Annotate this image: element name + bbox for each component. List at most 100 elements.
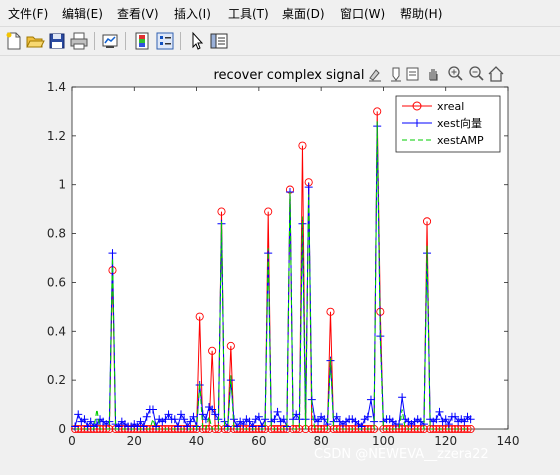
xreal-point-40 <box>195 312 204 321</box>
xreal-point-55 <box>242 424 251 434</box>
zoom-out-icon[interactable] <box>469 66 484 81</box>
menu-view[interactable]: 查看(V) <box>117 7 159 21</box>
legend-xest-label: xest向量 <box>437 116 482 130</box>
toolbar <box>0 26 560 56</box>
menu-window[interactable]: 窗口(W) <box>340 7 386 21</box>
y-tick-label-0: 0 <box>58 422 66 436</box>
series-xestamp-line <box>75 121 471 430</box>
brush-icon[interactable] <box>369 69 381 82</box>
xest-point-105 <box>398 393 407 402</box>
menu-file[interactable]: 文件(F) <box>8 7 49 21</box>
xest-point-41 <box>198 410 207 419</box>
xest-point-59 <box>254 412 263 421</box>
legend-xreal-marker <box>412 101 422 111</box>
zoom-in-icon[interactable] <box>448 66 463 81</box>
xest-point-1 <box>74 410 83 419</box>
xest-point-65 <box>273 407 282 416</box>
x-tick-label-7: 140 <box>497 434 520 448</box>
xest-point-34 <box>177 410 185 419</box>
open-folder-icon[interactable] <box>25 31 45 51</box>
xest-point-44 <box>208 405 217 414</box>
x-tick-label-4: 80 <box>314 434 329 448</box>
xest-point-32 <box>170 415 179 424</box>
xest-point-78 <box>314 417 323 426</box>
xest-point-12 <box>108 249 117 258</box>
link-plot-icon[interactable] <box>100 31 120 51</box>
xest-point-37 <box>186 417 195 426</box>
legend-xestamp-label: xestAMP <box>437 134 484 147</box>
y-tick-label-4: 0.8 <box>47 227 66 241</box>
print-icon[interactable] <box>69 31 89 51</box>
menu-help[interactable]: 帮助(H) <box>400 7 443 21</box>
xreal-point-73 <box>298 141 307 150</box>
xest-point-80 <box>320 415 329 424</box>
menu-edit[interactable]: 编辑(E) <box>62 7 103 21</box>
legend-xreal-label: xreal <box>437 100 464 113</box>
xest-point-120 <box>444 420 453 429</box>
watermark: CSDN @NEWEVA__zzera22 <box>314 447 489 462</box>
property-editor-icon[interactable] <box>209 31 229 51</box>
xest-point-7 <box>92 420 101 429</box>
chart: 0 20 40 60 80 100 120 140 0 0.2 0.4 0.6 0.8 1 1.2 1.4 r… <box>47 66 520 462</box>
xreal-point-94 <box>363 424 372 434</box>
xest-point-30 <box>164 410 173 419</box>
xreal-point-42 <box>201 424 210 434</box>
y-tick-label-6: 1.2 <box>47 129 66 143</box>
y-tick-label-1: 0.2 <box>47 373 66 387</box>
xreal-point-100 <box>382 424 391 434</box>
xreal-point-113 <box>422 217 432 226</box>
y-tick-label-7: 1.4 <box>47 80 66 94</box>
x-tick-label-1: 20 <box>127 434 142 448</box>
xest-point-51 <box>229 415 238 424</box>
xreal-point-64 <box>270 424 279 434</box>
xest-point-84 <box>332 412 341 421</box>
xest-point-23 <box>142 412 151 421</box>
x-tick-label-2: 40 <box>189 434 204 448</box>
figure-area: 0 20 40 60 80 100 120 140 0 0.2 0.4 0.6 0.8 1 1.2 1.4 r… <box>0 56 560 475</box>
xreal-point-84 <box>332 424 341 434</box>
save-icon[interactable] <box>47 31 67 51</box>
xest-point-71 <box>292 410 301 419</box>
menu-desktop[interactable]: 桌面(D) <box>282 7 325 21</box>
new-file-icon[interactable] <box>4 31 24 51</box>
pan-icon[interactable] <box>429 69 438 81</box>
xreal-point-105 <box>398 424 407 434</box>
xreal-point-89 <box>348 424 357 434</box>
xreal-point-117 <box>435 424 444 434</box>
xest-point-33 <box>173 422 182 431</box>
colorbar-icon[interactable] <box>132 31 152 51</box>
xreal-point-127 <box>466 424 475 434</box>
y-tick-label-5: 1 <box>58 178 66 192</box>
x-tick-label-3: 60 <box>251 434 266 448</box>
xest-point-117 <box>435 407 444 416</box>
series-xest-line <box>74 126 471 429</box>
x-tick-label-5: 100 <box>372 434 395 448</box>
data-tips-icon[interactable] <box>391 67 401 82</box>
xest-point-25 <box>148 405 157 414</box>
xreal-point-62 <box>264 207 273 216</box>
xest-point-35 <box>180 415 189 424</box>
pointer-icon[interactable] <box>187 31 207 51</box>
chart-title: recover complex signal <box>213 68 364 83</box>
legend: xreal xest向量 xestAMP <box>395 95 501 153</box>
menu-tools[interactable]: 工具(T) <box>228 7 269 21</box>
xest-point-21 <box>136 417 145 426</box>
axes-toolbar <box>369 66 504 82</box>
x-tick-label-6: 120 <box>434 434 457 448</box>
xreal-point-76 <box>307 424 316 434</box>
xest-point-127 <box>466 415 475 424</box>
home-icon[interactable] <box>488 66 504 82</box>
xest-point-45 <box>211 410 220 419</box>
xreal-point-47 <box>217 207 226 216</box>
xest-point-22 <box>139 422 148 431</box>
xreal-point-44 <box>208 346 217 355</box>
restore-view-icon[interactable] <box>406 67 419 81</box>
xest-point-125 <box>460 417 469 426</box>
xest-point-64 <box>270 415 279 424</box>
xest-point-67 <box>279 415 288 424</box>
x-tick-label-0: 0 <box>68 434 76 448</box>
legend-icon[interactable] <box>155 31 175 51</box>
xest-point-116 <box>432 415 441 424</box>
xest-point-56 <box>245 417 254 426</box>
menu-insert[interactable]: 插入(I) <box>174 7 211 21</box>
